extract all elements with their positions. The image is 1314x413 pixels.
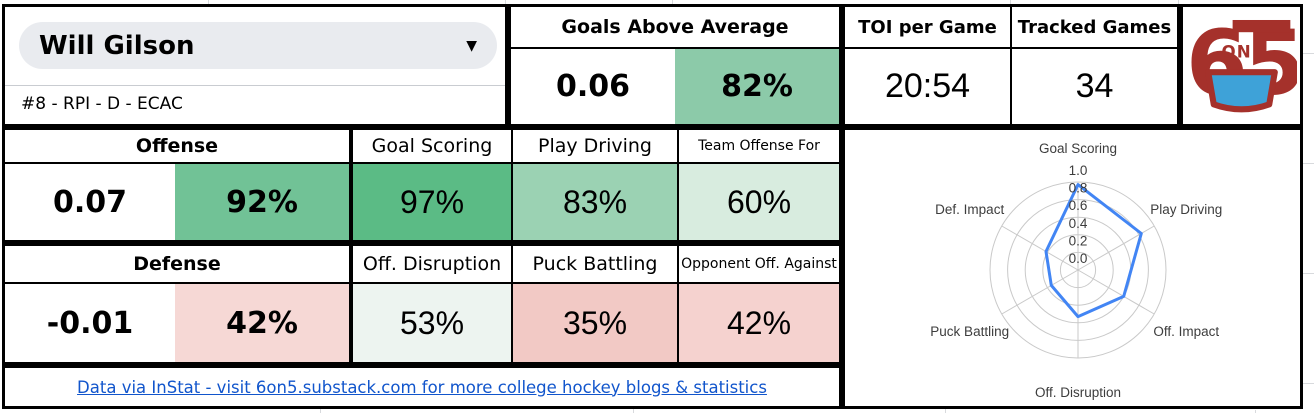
goal-scoring-value: 97%: [353, 164, 511, 240]
player-box: Will Gilson ▼ #8 - RPI - D - ECAC: [2, 4, 508, 127]
goals-above-average-percentile: 82%: [675, 49, 839, 124]
defense-row: Defense -0.01 42% Off. Disruption 53% Pu…: [2, 243, 842, 365]
gridline: [633, 409, 634, 413]
footer-row: Data via InStat - visit 6on5.substack.co…: [2, 365, 842, 409]
off-disruption-header: Off. Disruption: [353, 246, 511, 284]
offense-section: Offense 0.07 92%: [5, 130, 353, 240]
goals-above-average-value: 0.06: [555, 69, 631, 104]
off-disruption-value: 53%: [353, 284, 511, 362]
gridline: [1303, 163, 1314, 164]
logo-net: [1205, 69, 1278, 113]
play-driving-value: 83%: [513, 164, 677, 240]
defense-percentile: 42%: [175, 284, 349, 362]
substack-link[interactable]: Data via InStat - visit 6on5.substack.co…: [77, 377, 767, 397]
toi-per-game-column: TOI per Game 20:54: [845, 7, 1012, 124]
gridline: [1303, 53, 1314, 54]
gridline: [505, 0, 506, 4]
play-driving-header: Play Driving: [513, 130, 677, 164]
opponent-off-against-header: Opponent Off. Against: [679, 246, 839, 284]
opponent-off-against-column: Opponent Off. Against 42%: [679, 246, 839, 362]
gridline: [320, 409, 321, 413]
gridline: [1255, 410, 1256, 413]
tracked-games-header: Tracked Games: [1012, 7, 1177, 49]
gridline: [1303, 273, 1314, 274]
toi-tracked-box: TOI per Game 20:54 Tracked Games 34: [842, 4, 1180, 127]
gridline: [945, 409, 946, 413]
goals-above-average-box: Goals Above Average 0.06 82%: [508, 4, 842, 127]
svg-text:Def. Impact: Def. Impact: [935, 202, 1004, 217]
svg-text:Off. Disruption: Off. Disruption: [1035, 385, 1121, 400]
goal-scoring-column: Goal Scoring 97%: [353, 130, 513, 240]
player-name: Will Gilson: [39, 30, 195, 61]
radar-chart-box: 0.0 0.2 0.4 0.6 0.8 1.0 Goal Scoring Play Drivi…: [842, 127, 1303, 409]
dropdown-caret-icon[interactable]: ▼: [466, 37, 477, 54]
gridline: [1303, 383, 1314, 384]
logo-6on5-icon: 6 5 ON: [1186, 11, 1297, 114]
offense-row: Offense 0.07 92% Goal Scoring 97% Play D…: [2, 127, 842, 243]
defense-section: Defense -0.01 42%: [5, 246, 353, 362]
off-disruption-column: Off. Disruption 53%: [353, 246, 513, 362]
gridline: [672, 0, 673, 4]
goal-scoring-header: Goal Scoring: [353, 130, 511, 164]
logo-on: ON: [1222, 43, 1252, 62]
gridline: [1178, 0, 1179, 4]
svg-text:1.0: 1.0: [1069, 163, 1088, 178]
defense-value: -0.01: [46, 305, 134, 341]
tracked-games-column: Tracked Games 34: [1012, 7, 1177, 124]
puck-battling-header: Puck Battling: [513, 246, 677, 284]
svg-text:0.2: 0.2: [1069, 233, 1088, 248]
goals-above-average-header: Goals Above Average: [511, 7, 839, 49]
toi-per-game-value: 20:54: [884, 67, 971, 105]
svg-text:0.6: 0.6: [1069, 198, 1088, 213]
gridline: [1010, 0, 1011, 4]
svg-text:Off. Impact: Off. Impact: [1153, 324, 1219, 339]
tracked-games-value: 34: [1075, 67, 1114, 105]
play-driving-column: Play Driving 83%: [513, 130, 679, 240]
offense-header: Offense: [5, 130, 349, 164]
toi-per-game-header: TOI per Game: [845, 7, 1010, 49]
puck-battling-column: Puck Battling 35%: [513, 246, 679, 362]
gridline: [208, 0, 209, 4]
svg-text:Goal Scoring: Goal Scoring: [1039, 141, 1117, 156]
offense-value: 0.07: [52, 184, 128, 220]
player-select[interactable]: Will Gilson ▼: [19, 22, 497, 69]
radar-chart: 0.0 0.2 0.4 0.6 0.8 1.0 Goal Scoring Play Drivi…: [930, 141, 1222, 400]
svg-text:0.8: 0.8: [1069, 181, 1088, 196]
svg-text:Play Driving: Play Driving: [1150, 202, 1222, 217]
team-offense-for-value: 60%: [679, 164, 839, 240]
logo-5-bar: [1232, 19, 1291, 33]
opponent-off-against-value: 42%: [679, 284, 839, 362]
svg-text:0.0: 0.0: [1069, 251, 1088, 266]
offense-percentile: 92%: [175, 164, 349, 240]
divider: [5, 85, 505, 86]
team-offense-for-header: Team Offense For: [679, 130, 839, 164]
team-offense-for-column: Team Offense For 60%: [679, 130, 839, 240]
player-details: #8 - RPI - D - ECAC: [21, 94, 183, 114]
puck-battling-value: 35%: [513, 284, 677, 362]
svg-text:0.4: 0.4: [1069, 216, 1088, 231]
defense-header: Defense: [5, 246, 349, 284]
svg-text:Puck Battling: Puck Battling: [930, 324, 1009, 339]
logo-box: 6 5 ON: [1180, 4, 1303, 127]
